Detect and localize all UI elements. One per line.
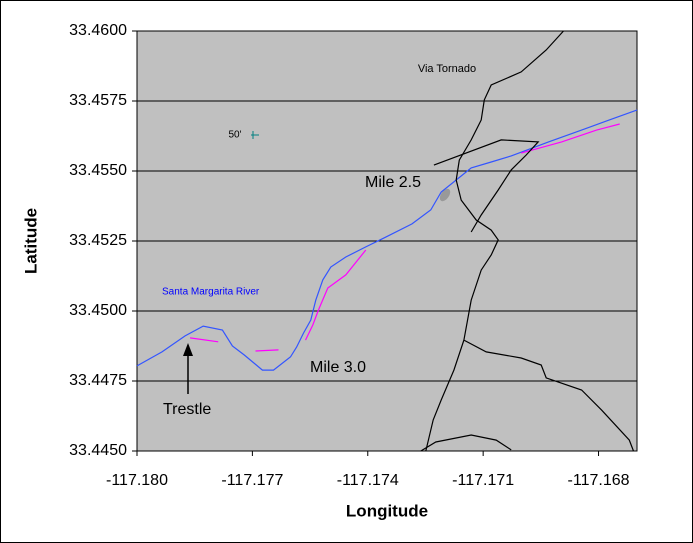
series-line <box>463 339 635 452</box>
x-tick-label: -117.171 <box>452 472 514 489</box>
annotation: Mile 3.0 <box>310 359 366 376</box>
annotation: Trestle <box>163 401 211 418</box>
annotation: 50' <box>228 130 241 141</box>
series-line <box>425 30 564 452</box>
arrow-head <box>183 343 193 356</box>
series-line <box>136 109 638 371</box>
annotation: Via Tornado <box>418 63 476 75</box>
x-tick-label: -117.180 <box>106 472 168 489</box>
y-tick-label: 33.4525 <box>69 232 127 249</box>
mile-marker-shape <box>439 188 451 202</box>
series-line <box>190 123 620 352</box>
annotation: Santa Margarita River <box>162 287 260 298</box>
y-tick-label: 33.4450 <box>69 442 127 459</box>
series-line <box>420 434 512 452</box>
y-tick-label: 33.4475 <box>69 372 127 389</box>
y-axis-label: Latitude <box>21 208 40 274</box>
x-tick-label: -117.177 <box>221 472 283 489</box>
y-tick-label: 33.4500 <box>69 302 127 319</box>
elevation-mark <box>251 131 259 139</box>
annotation: Mile 2.5 <box>365 174 421 191</box>
plot-border <box>136 30 638 452</box>
y-tick-label: 33.4575 <box>69 92 127 109</box>
x-axis-label: Longitude <box>346 501 428 520</box>
x-tick-label: -117.174 <box>337 472 399 489</box>
x-tick-label: -117.168 <box>568 472 630 489</box>
y-tick-label: 33.4550 <box>69 162 127 179</box>
y-tick-label: 33.4600 <box>69 22 127 39</box>
series-line <box>433 139 540 233</box>
